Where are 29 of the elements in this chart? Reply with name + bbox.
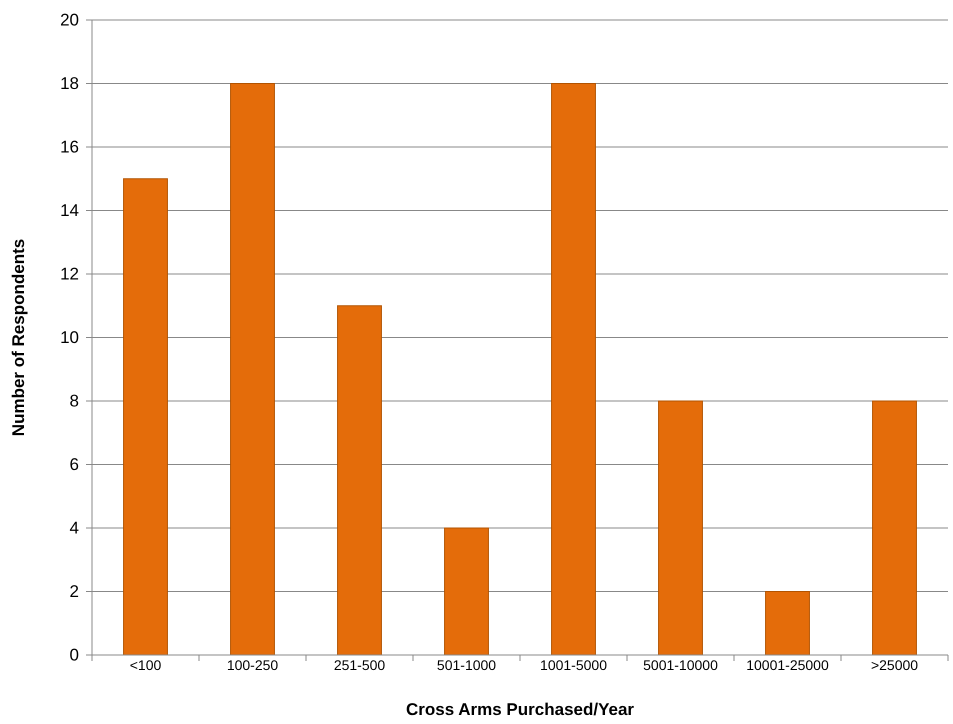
bar [230,83,275,656]
bar [551,83,596,656]
x-tick-label: 251-500 [334,657,386,673]
bar [658,400,703,656]
x-axis-title: Cross Arms Purchased/Year [406,700,634,719]
x-tick-label: 10001-25000 [746,657,829,673]
y-tick-label: 14 [60,200,79,220]
y-axis-title: Number of Respondents [9,238,28,436]
y-tick-label: 20 [60,10,79,30]
y-tick-label: 2 [70,582,79,601]
y-tick-label: 16 [60,137,79,156]
y-tick-label: 8 [70,391,79,410]
bar [765,591,810,656]
y-tick-label: 0 [70,645,79,664]
y-tick-label: 10 [60,328,79,347]
x-tick-label: 5001-10000 [643,657,718,673]
bar [337,305,382,656]
x-tick-label: >25000 [870,657,918,673]
bar [123,178,168,656]
y-tick-label: 4 [70,518,79,538]
y-tick-label: 18 [60,74,79,93]
y-tick-label: 12 [60,264,79,284]
y-tick-label: 6 [70,454,79,474]
x-tick-label: <100 [130,657,162,673]
x-tick-label: 501-1000 [436,657,496,673]
bar [444,528,489,656]
x-tick-label: 100-250 [226,657,278,673]
x-tick-label: 1001-5000 [540,657,608,673]
bar [872,400,917,656]
